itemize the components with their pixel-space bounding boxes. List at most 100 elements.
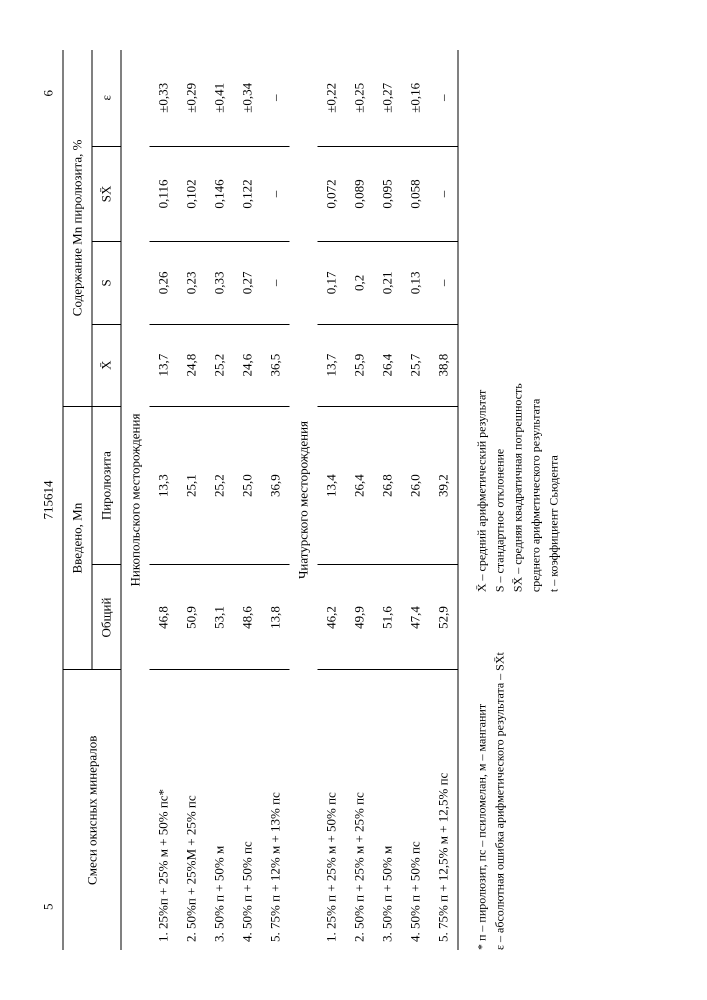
table-row: 4. 50% п + 50% пс48,625,024,60,270,122±0…: [233, 50, 261, 950]
cell-pyro: 25,0: [233, 406, 261, 565]
cell-label: 2. 50% п + 25% м + 25% пс: [345, 670, 373, 950]
cell-s: 0,26: [149, 242, 177, 324]
cell-total: 52,9: [429, 565, 458, 670]
cell-total: 51,6: [373, 565, 401, 670]
cell-pyro: 26,4: [345, 406, 373, 565]
section-title-row: Никопольского месторождения: [121, 50, 150, 950]
header-total: Общий: [92, 565, 121, 670]
cell-eps: ±0,22: [317, 50, 345, 146]
cell-sx: 0,102: [177, 146, 205, 242]
table-head: Смеси окисных минералов Введено, Mn Соде…: [63, 50, 121, 950]
cell-xbar: 38,8: [429, 324, 458, 406]
footnotes-right: X̄ – средний арифметический результат S …: [472, 383, 562, 592]
cell-pyro: 13,3: [149, 406, 177, 565]
section-title: Чиатурского месторождения: [289, 50, 317, 950]
cell-total: 50,9: [177, 565, 205, 670]
cell-s: 0,17: [317, 242, 345, 324]
cell-s: 0,23: [177, 242, 205, 324]
footnote-line: среднего арифметического результата: [526, 383, 544, 592]
cell-eps: ±0,34: [233, 50, 261, 146]
header-pyro: Пиролюзита: [92, 406, 121, 565]
cell-sx: 0,058: [401, 146, 429, 242]
footnote-line: X̄ – средний арифметический результат: [472, 383, 490, 592]
cell-total: 46,2: [317, 565, 345, 670]
cell-label: 1. 25%п + 25% м + 50% пс*: [149, 670, 177, 950]
header-xbar: X̄: [92, 324, 121, 406]
cell-s: 0,33: [205, 242, 233, 324]
cell-xbar: 13,7: [317, 324, 345, 406]
cell-sx: –: [261, 146, 289, 242]
data-table: Смеси окисных минералов Введено, Mn Соде…: [62, 50, 458, 950]
cell-sx: 0,122: [233, 146, 261, 242]
cell-s: 0,21: [373, 242, 401, 324]
cell-total: 13,8: [261, 565, 289, 670]
footnote-line: SX̄ – средняя квадратичная погрешность: [508, 383, 526, 592]
cell-xbar: 24,8: [177, 324, 205, 406]
cell-sx: 0,089: [345, 146, 373, 242]
footnotes: * п – пиролюзит, пс – псиломелан, м – ма…: [472, 50, 562, 950]
cell-eps: ±0,27: [373, 50, 401, 146]
cell-xbar: 13,7: [149, 324, 177, 406]
table-row: 1. 25% п + 25% м + 50% пс46,213,413,70,1…: [317, 50, 345, 950]
table-row: 2. 50% п + 25% м + 25% пс49,926,425,90,2…: [345, 50, 373, 950]
header-sx: SX̄: [92, 146, 121, 242]
cell-total: 47,4: [401, 565, 429, 670]
page-number-right: 6: [40, 90, 56, 97]
footnote-line: ε – абсолютная ошибка арифметического ре…: [490, 652, 508, 950]
header-introduced: Введено, Mn: [63, 406, 92, 670]
page-number-left: 5: [40, 904, 56, 911]
cell-sx: 0,116: [149, 146, 177, 242]
cell-eps: –: [261, 50, 289, 146]
section-title: Никопольского месторождения: [121, 50, 150, 950]
cell-eps: ±0,29: [177, 50, 205, 146]
cell-s: 0,13: [401, 242, 429, 324]
page-markers: 5 715614 6: [40, 50, 56, 950]
page-container: 5 715614 6 Смеси окисных минералов Введе…: [0, 0, 707, 1000]
cell-label: 5. 75% п + 12% м + 13% пс: [261, 670, 289, 950]
section-title-row: Чиатурского месторождения: [289, 50, 317, 950]
cell-total: 48,6: [233, 565, 261, 670]
header-s: S: [92, 242, 121, 324]
cell-eps: ±0,33: [149, 50, 177, 146]
cell-pyro: 25,2: [205, 406, 233, 565]
table-row: 5. 75% п + 12,5% м + 12,5% пс52,939,238,…: [429, 50, 458, 950]
cell-pyro: 26,8: [373, 406, 401, 565]
cell-label: 3. 50% п + 50% м: [373, 670, 401, 950]
doc-number: 715614: [40, 481, 56, 520]
cell-eps: ±0,41: [205, 50, 233, 146]
cell-sx: 0,146: [205, 146, 233, 242]
cell-label: 5. 75% п + 12,5% м + 12,5% пс: [429, 670, 458, 950]
table-row: 4. 50% п + 50% пс47,426,025,70,130,058±0…: [401, 50, 429, 950]
cell-label: 4. 50% п + 50% пс: [401, 670, 429, 950]
cell-pyro: 26,0: [401, 406, 429, 565]
cell-label: 2. 50%п + 25%М + 25% пс: [177, 670, 205, 950]
cell-total: 46,8: [149, 565, 177, 670]
cell-xbar: 26,4: [373, 324, 401, 406]
cell-sx: 0,095: [373, 146, 401, 242]
footnote-line: * п – пиролюзит, пс – псиломелан, м – ма…: [472, 652, 490, 950]
cell-s: –: [429, 242, 458, 324]
cell-total: 49,9: [345, 565, 373, 670]
cell-pyro: 25,1: [177, 406, 205, 565]
cell-pyro: 39,2: [429, 406, 458, 565]
cell-label: 4. 50% п + 50% пс: [233, 670, 261, 950]
header-eps: ε: [92, 50, 121, 146]
table-row: 3. 50% п + 50% м51,626,826,40,210,095±0,…: [373, 50, 401, 950]
cell-xbar: 36,5: [261, 324, 289, 406]
footnotes-left: * п – пиролюзит, пс – псиломелан, м – ма…: [472, 652, 562, 950]
cell-xbar: 25,9: [345, 324, 373, 406]
table-row: 5. 75% п + 12% м + 13% пс13,836,936,5–––: [261, 50, 289, 950]
cell-s: 0,27: [233, 242, 261, 324]
cell-label: 1. 25% п + 25% м + 50% пс: [317, 670, 345, 950]
table-row: 2. 50%п + 25%М + 25% пс50,925,124,80,230…: [177, 50, 205, 950]
cell-eps: –: [429, 50, 458, 146]
cell-eps: ±0,25: [345, 50, 373, 146]
table-row: 3. 50% п + 50% м53,125,225,20,330,146±0,…: [205, 50, 233, 950]
cell-sx: 0,072: [317, 146, 345, 242]
table-row: 1. 25%п + 25% м + 50% пс*46,813,313,70,2…: [149, 50, 177, 950]
cell-pyro: 36,9: [261, 406, 289, 565]
cell-label: 3. 50% п + 50% м: [205, 670, 233, 950]
footnote-line: t – коэффициент Сьюдента: [544, 383, 562, 592]
cell-s: 0,2: [345, 242, 373, 324]
cell-xbar: 24,6: [233, 324, 261, 406]
